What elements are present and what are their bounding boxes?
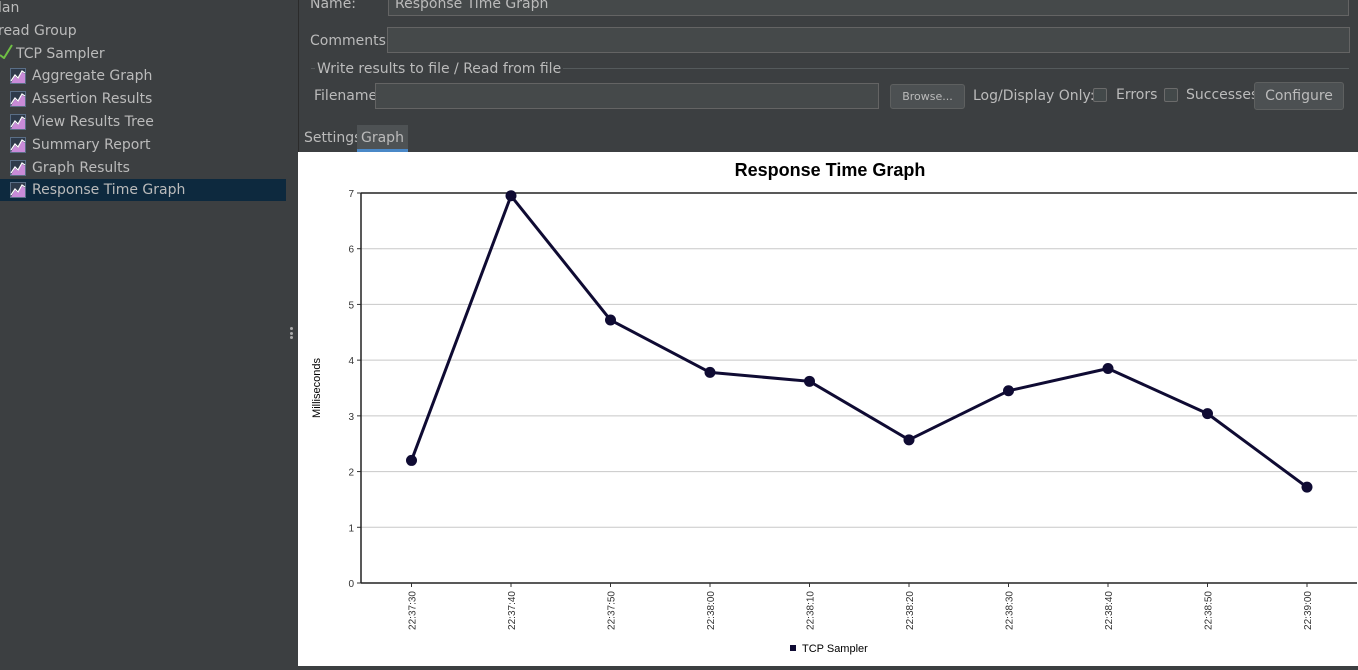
x-tick-label: 22:37:30: [408, 591, 419, 630]
y-tick-label: 0: [348, 579, 354, 590]
data-point: [605, 314, 616, 326]
data-point: [804, 375, 815, 387]
x-tick-label: 22:38:10: [806, 591, 817, 630]
tab-settings[interactable]: Settings: [304, 130, 362, 146]
y-tick-label: 7: [348, 189, 354, 200]
tree-item-label: Aggregate Graph: [32, 68, 153, 85]
chart-title: Response Time Graph: [735, 160, 926, 180]
comments-label: Comments:: [310, 33, 391, 49]
tree-item-label: Assertion Results: [32, 91, 153, 108]
x-tick-label: 22:38:20: [905, 591, 916, 630]
configure-button[interactable]: Configure: [1254, 82, 1344, 110]
tree-item-label: View Results Tree: [32, 114, 154, 130]
listener-graph-icon: [10, 159, 26, 176]
comments-field[interactable]: [387, 27, 1350, 53]
data-point: [903, 434, 915, 446]
fieldset-border: [311, 68, 1349, 69]
y-tick-label: 3: [348, 412, 354, 423]
tree-item-label: lan: [0, 0, 20, 16]
errors-checkbox[interactable]: [1093, 88, 1107, 102]
errors-label: Errors: [1116, 87, 1158, 103]
y-tick-label: 6: [348, 245, 354, 256]
y-axis-label: Milliseconds: [311, 358, 323, 418]
x-tick-label: 22:38:40: [1104, 591, 1115, 630]
tree-item[interactable]: lan: [0, 0, 19, 19]
browse-button[interactable]: Browse...: [890, 84, 965, 109]
x-tick-label: 22:38:30: [1005, 591, 1016, 630]
tree-item[interactable]: read Group: [0, 20, 77, 42]
data-point: [1202, 408, 1213, 420]
listener-graph-icon: [10, 68, 26, 85]
y-tick-label: 2: [348, 468, 354, 479]
data-point: [1003, 385, 1014, 397]
tree-item-label: Response Time Graph: [32, 182, 186, 199]
listener-graph-icon: [10, 182, 26, 199]
tree-item[interactable]: TCP Sampler: [0, 43, 105, 65]
legend-swatch: [790, 645, 796, 651]
name-field[interactable]: [388, 0, 1349, 16]
sampler-icon: [0, 43, 14, 60]
drag-handle-icon[interactable]: [290, 327, 293, 339]
test-plan-tree[interactable]: lan read Group TCP Sampler Aggregate Graph A…: [0, 0, 286, 666]
successes-checkbox[interactable]: [1164, 88, 1178, 102]
x-tick-label: 22:37:40: [507, 591, 518, 630]
tab-graph[interactable]: Graph: [357, 125, 408, 152]
series-line: [410, 194, 1308, 489]
tree-item[interactable]: View Results Tree: [10, 111, 154, 133]
name-label: Name:: [310, 0, 357, 12]
y-tick-label: 5: [348, 300, 354, 311]
x-tick-label: 22:39:00: [1303, 591, 1314, 630]
data-point: [505, 190, 517, 202]
x-tick-label: 22:37:50: [607, 591, 618, 630]
legend-label: TCP Sampler: [802, 643, 868, 655]
successes-label: Successes: [1186, 87, 1259, 103]
tree-item-label: Summary Report: [32, 136, 151, 153]
listener-graph-icon: [10, 91, 26, 108]
x-tick-label: 22:38:00: [706, 591, 717, 630]
filename-label: Filename: [314, 88, 378, 104]
x-tick-label: 22:38:50: [1204, 591, 1215, 630]
tree-item[interactable]: Summary Report: [10, 134, 151, 156]
tree-item-label: TCP Sampler: [16, 45, 105, 62]
tree-item[interactable]: Aggregate Graph: [10, 65, 152, 87]
data-point: [1301, 481, 1313, 493]
listener-graph-icon: [10, 136, 26, 153]
log-display-label: Log/Display Only:: [973, 88, 1095, 104]
tree-item[interactable]: Response Time Graph: [0, 179, 286, 202]
response-time-chart: Response Time Graph 0 1 2 3 4 5 6 7 Milliseconds 2…: [298, 152, 1358, 666]
data-point: [406, 454, 417, 466]
y-tick-label: 1: [348, 523, 354, 534]
tree-item-label: Graph Results: [32, 159, 130, 176]
data-point: [704, 366, 716, 378]
y-tick-label: 4: [348, 356, 354, 367]
data-point: [1102, 363, 1114, 374]
listener-graph-icon: [10, 114, 26, 130]
tree-item-label: read Group: [0, 22, 77, 39]
tree-item[interactable]: Assertion Results: [10, 88, 152, 110]
fieldset-title: Write results to file / Read from file: [315, 61, 564, 77]
chart-canvas: Response Time Graph 0 1 2 3 4 5 6 7 Milliseconds 2…: [311, 160, 1357, 655]
tree-item[interactable]: Graph Results: [10, 157, 130, 179]
filename-field[interactable]: [375, 83, 879, 109]
